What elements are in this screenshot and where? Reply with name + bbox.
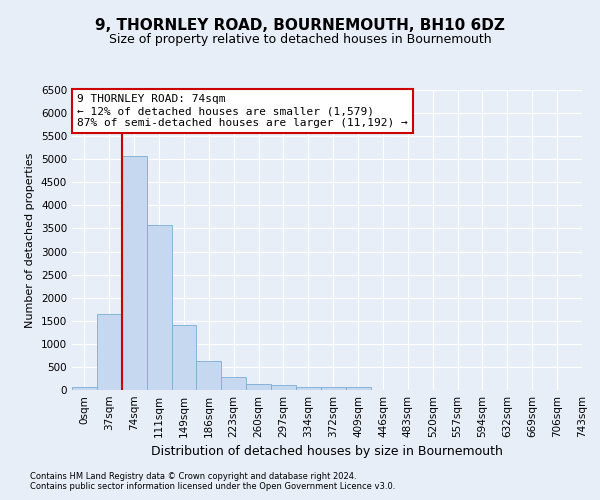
Bar [271,386,296,390]
Y-axis label: Number of detached properties: Number of detached properties [25,152,35,328]
Bar [146,225,172,390]
Bar [122,156,146,390]
Text: 9 THORNLEY ROAD: 74sqm
← 12% of detached houses are smaller (1,579)
87% of semi-: 9 THORNLEY ROAD: 74sqm ← 12% of detached… [77,94,408,128]
Text: 9, THORNLEY ROAD, BOURNEMOUTH, BH10 6DZ: 9, THORNLEY ROAD, BOURNEMOUTH, BH10 6DZ [95,18,505,32]
Bar [296,386,321,390]
Text: Size of property relative to detached houses in Bournemouth: Size of property relative to detached ho… [109,32,491,46]
X-axis label: Distribution of detached houses by size in Bournemouth: Distribution of detached houses by size … [151,446,503,458]
Bar [321,387,346,390]
Text: Contains HM Land Registry data © Crown copyright and database right 2024.: Contains HM Land Registry data © Crown c… [30,472,356,481]
Bar [97,314,122,390]
Bar [346,388,371,390]
Bar [221,376,246,390]
Bar [172,326,196,390]
Bar [72,387,97,390]
Bar [196,362,221,390]
Bar [246,384,271,390]
Text: Contains public sector information licensed under the Open Government Licence v3: Contains public sector information licen… [30,482,395,491]
